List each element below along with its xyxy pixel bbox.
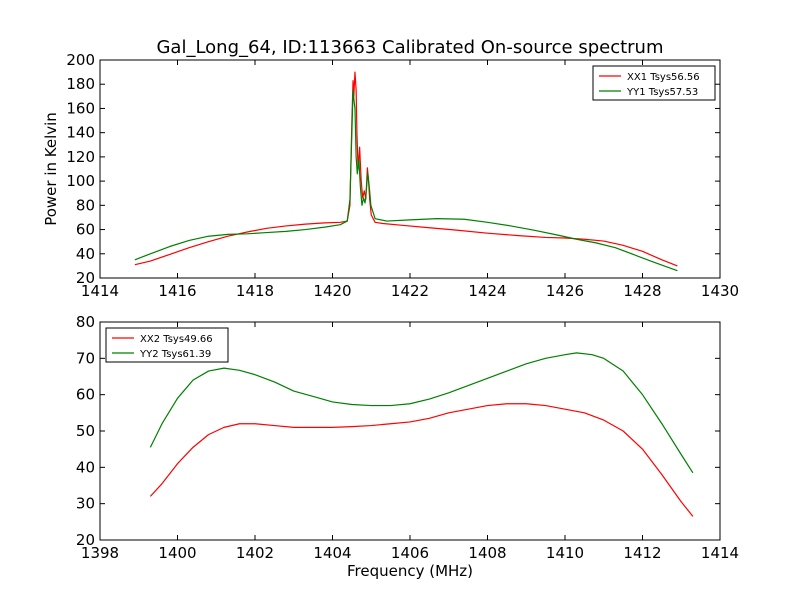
- x-tick-label: 1414: [701, 544, 739, 562]
- y-tick-label: 160: [66, 99, 95, 117]
- y-tick-label: 20: [76, 269, 95, 287]
- y-tick-label: 40: [76, 458, 95, 476]
- y-tick-label: 80: [76, 313, 95, 331]
- y-axis-label: Power in Kelvin: [42, 112, 60, 226]
- x-tick-label: 1406: [391, 544, 429, 562]
- y-tick-label: 200: [66, 51, 95, 69]
- x-tick-label: 1422: [391, 282, 429, 300]
- x-tick-label: 1410: [546, 544, 584, 562]
- legend-label: XX1 Tsys56.56: [627, 72, 700, 83]
- x-tick-label: 1430: [701, 282, 739, 300]
- series-line-1-1: [134, 71, 678, 267]
- figure-title: Gal_Long_64, ID:113663 Calibrated On-sou…: [156, 37, 663, 58]
- legend: XX1 Tsys56.56 YY1 Tsys57.53: [592, 65, 716, 101]
- x-tick-label: 1404: [313, 544, 351, 562]
- x-tick-label: 1416: [158, 282, 196, 300]
- y-tick-label: 20: [76, 531, 95, 549]
- legend-box: [105, 327, 229, 363]
- legend-label: YY1 Tsys57.53: [626, 87, 698, 98]
- y-tick-label: 50: [76, 422, 95, 440]
- x-tick-label: 1428: [623, 282, 661, 300]
- y-tick-label: 80: [76, 196, 95, 214]
- x-tick-label: 1408: [468, 544, 506, 562]
- x-tick-label: 1414: [81, 282, 119, 300]
- series-line-2-1: [149, 403, 694, 517]
- x-tick-label: 1398: [81, 544, 119, 562]
- y-tick-label: 70: [76, 349, 95, 367]
- x-axis-label: Frequency (MHz): [347, 562, 473, 580]
- y-tick-label: 30: [76, 495, 95, 513]
- top-spectrum-panel: 1414 1416 1418 1420 1422 1424 1426 1428 1430 20 40…: [42, 51, 739, 300]
- legend-label: YY2 Tsys61.39: [139, 349, 211, 360]
- x-tick-label: 1426: [546, 282, 584, 300]
- x-tick-label: 1424: [468, 282, 506, 300]
- x-tick-label: 1418: [236, 282, 274, 300]
- x-tick-label: 1420: [313, 282, 351, 300]
- series-line-1-2: [134, 89, 678, 272]
- legend-label: XX2 Tsys49.66: [140, 334, 213, 345]
- y-tick-label: 100: [66, 172, 95, 190]
- x-tick-label: 1402: [236, 544, 274, 562]
- y-tick-label: 140: [66, 124, 95, 142]
- y-tick-label: 120: [66, 148, 95, 166]
- y-tick-label: 40: [76, 245, 95, 263]
- y-tick-label: 180: [66, 75, 95, 93]
- y-tick-label: 60: [76, 386, 95, 404]
- bottom-spectrum-panel: 1398 1400 1402 1404 1406 1408 1410 1412 1414 20 30…: [76, 313, 739, 580]
- legend: XX2 Tsys49.66 YY2 Tsys61.39: [105, 327, 229, 363]
- x-tick-label: 1412: [623, 544, 661, 562]
- y-tick-label: 60: [76, 221, 95, 239]
- series-line-2-2: [149, 352, 694, 474]
- legend-box: [592, 65, 716, 101]
- x-tick-label: 1400: [158, 544, 196, 562]
